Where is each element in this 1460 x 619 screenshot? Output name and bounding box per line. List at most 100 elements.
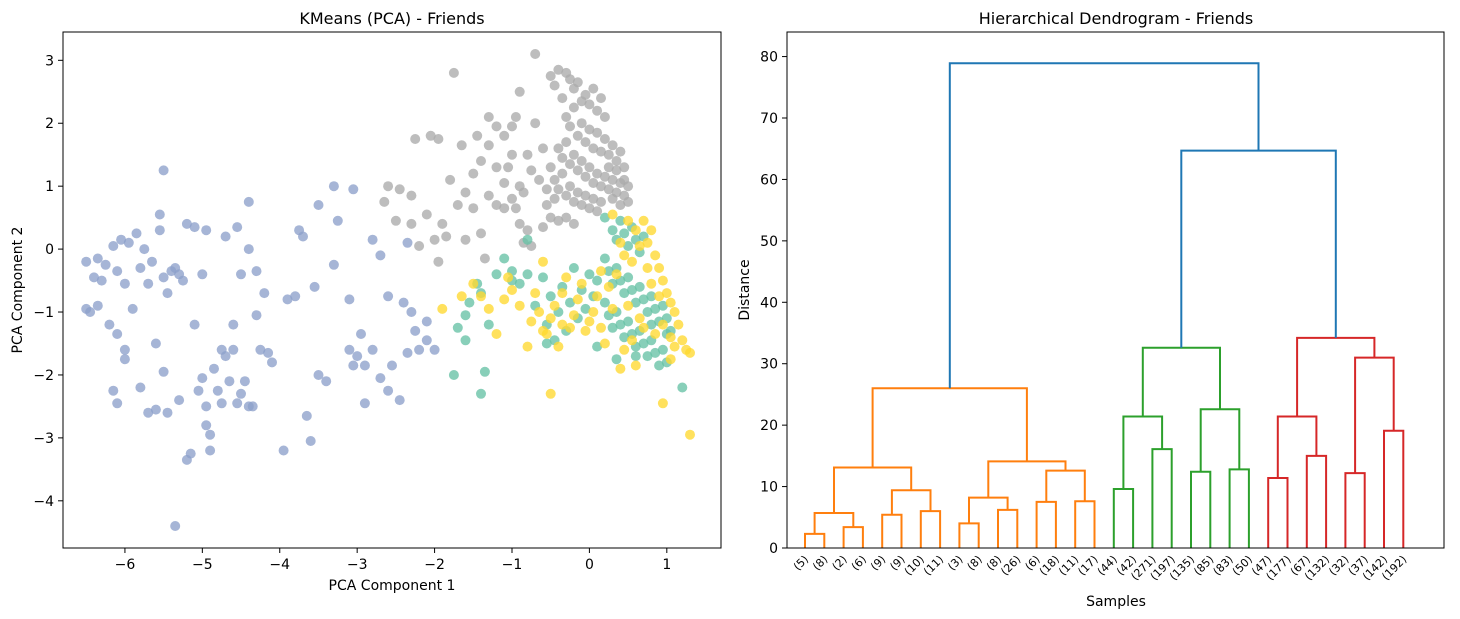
- scatter-point: [178, 275, 188, 286]
- scatter-point: [143, 407, 154, 418]
- scatter-point: [510, 203, 521, 214]
- scatter-point: [607, 193, 618, 204]
- scatter-point: [568, 102, 579, 113]
- scatter-point: [112, 329, 123, 339]
- scatter-point: [592, 168, 603, 179]
- scatter-y-tick-label: 3: [45, 53, 54, 69]
- scatter-point: [483, 190, 494, 201]
- scatter-x-tick-label: 0: [585, 557, 594, 573]
- scatter-point: [596, 181, 606, 192]
- scatter-point: [491, 329, 502, 339]
- scatter-point: [657, 275, 668, 286]
- scatter-point: [665, 297, 676, 308]
- scatter-point: [483, 319, 494, 330]
- scatter-point: [623, 241, 634, 251]
- scatter-point: [580, 89, 591, 100]
- scatter-point: [619, 228, 630, 239]
- scatter-point: [580, 171, 591, 182]
- scatter-point: [634, 241, 645, 251]
- scatter-y-tick-label: −3: [33, 431, 54, 447]
- scatter-point: [375, 250, 386, 261]
- scatter-point: [553, 64, 564, 75]
- scatter-point: [348, 360, 359, 371]
- scatter-point: [112, 266, 123, 277]
- scatter-point: [263, 347, 274, 358]
- scatter-point: [259, 288, 270, 299]
- scatter-point: [650, 329, 661, 339]
- scatter-point: [421, 335, 432, 346]
- scatter-point: [100, 259, 111, 270]
- scatter-point: [491, 200, 502, 210]
- scatter-point: [607, 322, 618, 333]
- scatter-point: [538, 325, 548, 336]
- scatter-point: [123, 237, 134, 248]
- scatter-point: [104, 319, 115, 330]
- scatter-point: [619, 162, 630, 173]
- scatter-x-tick-label: 1: [662, 557, 671, 573]
- scatter-point: [220, 351, 231, 362]
- dendrogram-leaf-label: (8): [965, 553, 985, 573]
- scatter-y-tick-label: 0: [45, 242, 54, 258]
- scatter-point: [677, 382, 688, 393]
- dendrogram-title: Hierarchical Dendrogram - Friends: [979, 9, 1254, 28]
- scatter-point: [359, 398, 370, 409]
- scatter-point: [584, 269, 595, 280]
- scatter-point: [623, 316, 634, 327]
- scatter-point: [603, 184, 614, 195]
- scatter-point: [627, 335, 637, 346]
- dendrogram-link: [881, 513, 903, 548]
- scatter-point: [588, 143, 599, 154]
- scatter-point: [568, 310, 579, 321]
- scatter-point: [143, 278, 154, 289]
- scatter-point: [181, 218, 192, 229]
- scatter-point: [549, 80, 560, 91]
- scatter-point: [491, 121, 502, 132]
- dendrogram-link: [813, 512, 855, 534]
- scatter-point: [545, 212, 556, 223]
- scatter-point: [545, 313, 556, 324]
- dendrogram-leaf-label: (11): [921, 553, 946, 578]
- dendrogram-y-tick-label: 70: [760, 111, 778, 127]
- scatter-point: [615, 237, 626, 248]
- scatter-point: [584, 124, 595, 135]
- scatter-point: [468, 278, 479, 289]
- scatter-point: [394, 395, 405, 406]
- scatter-point: [572, 165, 583, 176]
- scatter-point: [483, 303, 494, 314]
- scatter-point: [278, 445, 289, 456]
- scatter-point: [592, 291, 603, 302]
- scatter-point: [328, 259, 339, 270]
- scatter-point: [476, 228, 486, 239]
- scatter-point: [646, 225, 657, 236]
- scatter-point: [584, 162, 595, 173]
- scatter-point: [584, 203, 595, 214]
- dendrogram-y-tick-label: 0: [769, 541, 778, 557]
- scatter-point: [193, 385, 204, 396]
- scatter-point: [530, 118, 541, 129]
- scatter-point: [522, 149, 533, 160]
- dendrogram-link: [1344, 472, 1366, 548]
- scatter-point: [429, 234, 440, 245]
- scatter-point: [561, 272, 572, 283]
- scatter-point: [530, 288, 541, 299]
- scatter-point: [387, 360, 397, 371]
- scatter-point: [255, 344, 266, 355]
- dendrogram-link: [1305, 454, 1328, 548]
- scatter-point: [514, 278, 525, 289]
- dendrogram-link: [1141, 346, 1221, 417]
- scatter-point: [309, 281, 320, 292]
- dendrogram-chart: Hierarchical Dendrogram - Friends 0 10 20 3…: [737, 9, 1445, 610]
- scatter-point: [630, 225, 641, 236]
- scatter-point: [650, 347, 661, 358]
- dendrogram-y-axis-label: Distance: [737, 259, 753, 320]
- scatter-point: [619, 344, 630, 355]
- scatter-point: [414, 344, 425, 355]
- dendrogram-link: [958, 522, 980, 548]
- scatter-point: [646, 319, 657, 330]
- scatter-point: [503, 162, 514, 173]
- scatter-point: [654, 291, 665, 302]
- scatter-point: [503, 272, 514, 283]
- scatter-point: [565, 121, 575, 132]
- scatter-point: [483, 140, 494, 151]
